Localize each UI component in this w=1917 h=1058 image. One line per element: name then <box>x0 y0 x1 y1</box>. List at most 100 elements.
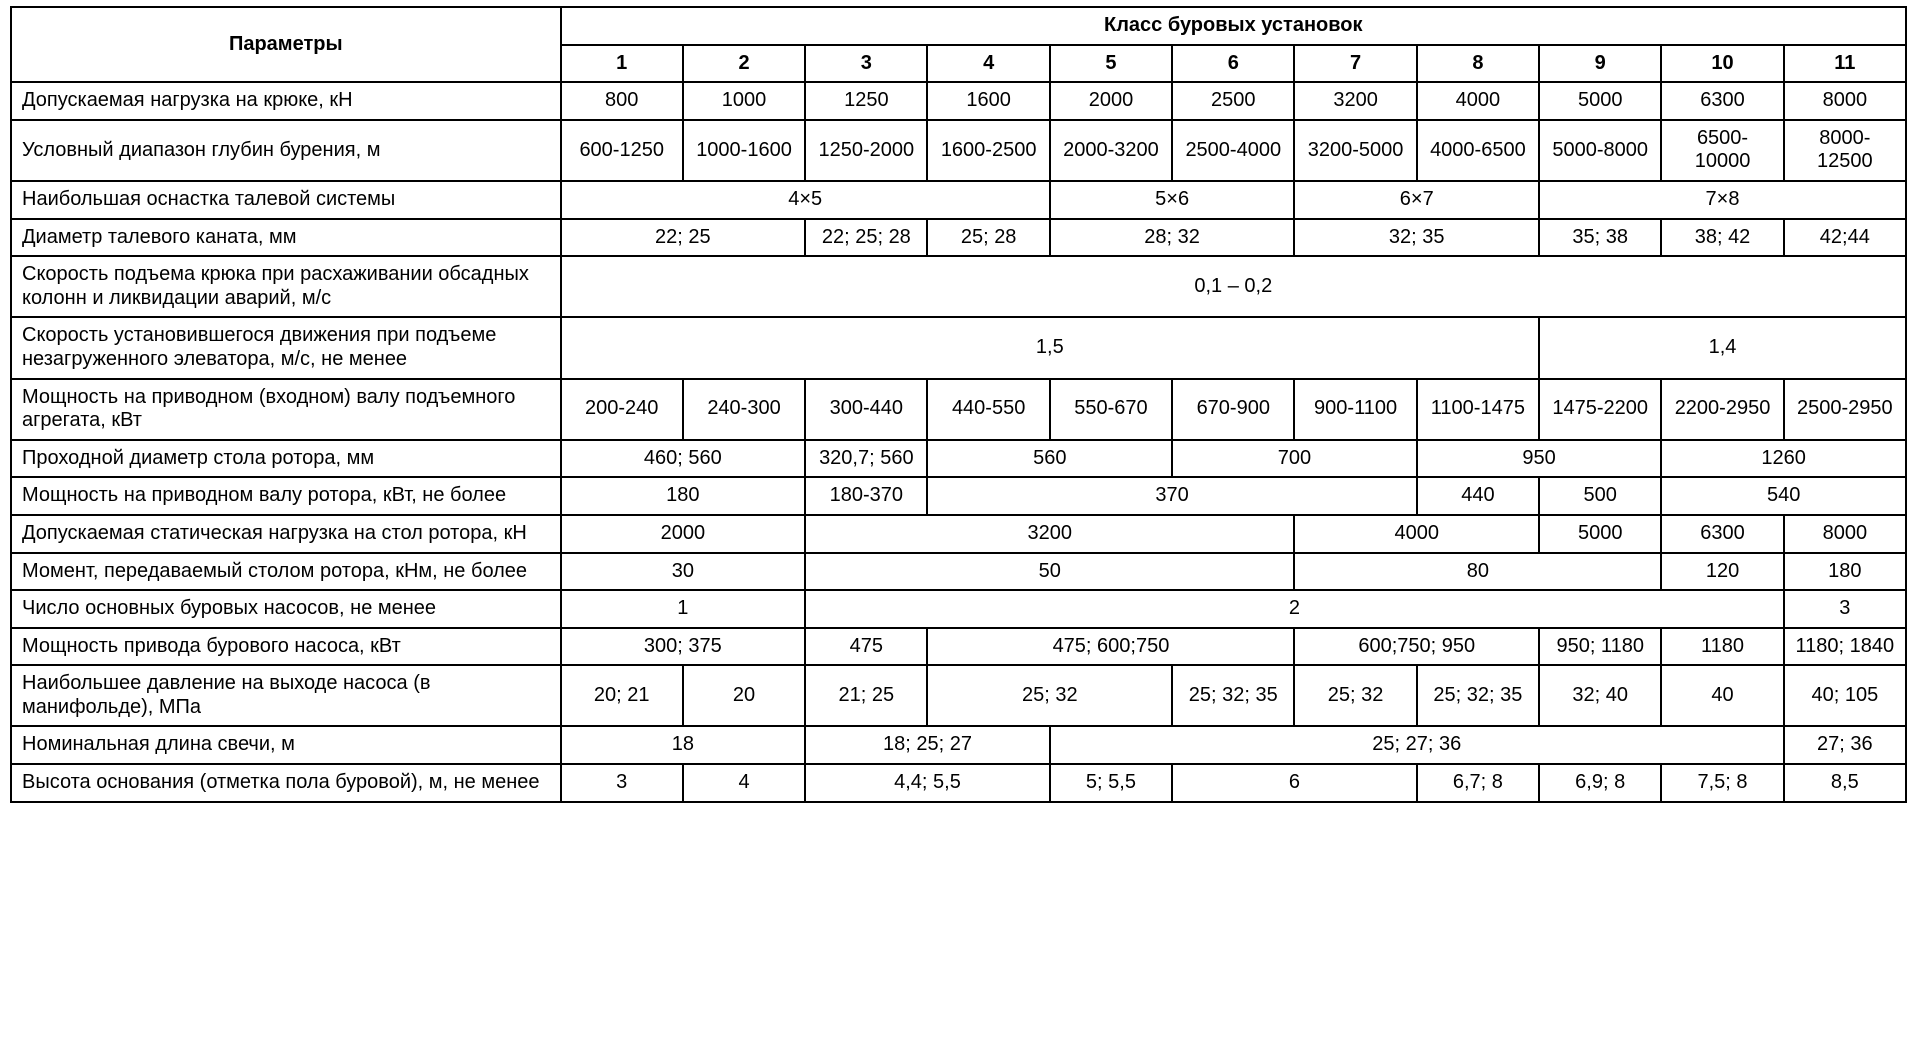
table-cell: 22; 25 <box>561 219 806 257</box>
table-cell: 440-550 <box>927 379 1049 440</box>
param-label: Наибольшее давление на выходе насоса (в … <box>11 665 561 726</box>
table-cell: 6,9; 8 <box>1539 764 1661 802</box>
table-cell: 1 <box>561 590 806 628</box>
class-header-3: 3 <box>805 45 927 83</box>
table-cell: 35; 38 <box>1539 219 1661 257</box>
table-row: Мощность привода бурового насоса, кВт300… <box>11 628 1906 666</box>
table-cell: 600;750; 950 <box>1294 628 1539 666</box>
table-cell: 475; 600;750 <box>927 628 1294 666</box>
table-row: Условный диапазон глубин бурения, м600-1… <box>11 120 1906 181</box>
table-cell: 25; 27; 36 <box>1050 726 1784 764</box>
param-label: Номинальная длина свечи, м <box>11 726 561 764</box>
parameters-column-header: Параметры <box>11 7 561 82</box>
table-cell: 1475-2200 <box>1539 379 1661 440</box>
table-cell: 800 <box>561 82 683 120</box>
table-row: Число основных буровых насосов, не менее… <box>11 590 1906 628</box>
drilling-rig-parameters-table: Параметры Класс буровых установок 123456… <box>10 6 1907 803</box>
table-cell: 540 <box>1661 477 1906 515</box>
table-row: Наибольшее давление на выходе насоса (в … <box>11 665 1906 726</box>
table-cell: 22; 25; 28 <box>805 219 927 257</box>
table-row: Диаметр талевого каната, мм22; 2522; 25;… <box>11 219 1906 257</box>
table-cell: 8000 <box>1784 515 1906 553</box>
table-cell: 3200 <box>1294 82 1416 120</box>
table-cell: 1000 <box>683 82 805 120</box>
table-cell: 40; 105 <box>1784 665 1906 726</box>
table-cell: 670-900 <box>1172 379 1294 440</box>
table-cell: 180 <box>1784 553 1906 591</box>
table-row: Момент, передаваемый столом ротора, кНм,… <box>11 553 1906 591</box>
param-label: Наибольшая оснастка талевой системы <box>11 181 561 219</box>
table-cell: 475 <box>805 628 927 666</box>
table-cell: 440 <box>1417 477 1539 515</box>
table-cell: 2200-2950 <box>1661 379 1783 440</box>
table-cell: 2000 <box>1050 82 1172 120</box>
table-cell: 240-300 <box>683 379 805 440</box>
table-cell: 7×8 <box>1539 181 1906 219</box>
class-header-5: 5 <box>1050 45 1172 83</box>
table-cell: 300; 375 <box>561 628 806 666</box>
table-cell: 4000-6500 <box>1417 120 1539 181</box>
table-cell: 4 <box>683 764 805 802</box>
table-cell: 2500-2950 <box>1784 379 1906 440</box>
class-header-2: 2 <box>683 45 805 83</box>
class-header-10: 10 <box>1661 45 1783 83</box>
table-row: Скорость установившегося движения при по… <box>11 317 1906 378</box>
param-label: Мощность на приводном (входном) валу под… <box>11 379 561 440</box>
table-cell: 3 <box>561 764 683 802</box>
table-cell: 1250 <box>805 82 927 120</box>
table-cell: 5000-8000 <box>1539 120 1661 181</box>
table-cell: 6,7; 8 <box>1417 764 1539 802</box>
param-label: Допускаемая статическая нагрузка на стол… <box>11 515 561 553</box>
table-cell: 1180; 1840 <box>1784 628 1906 666</box>
table-row: Допускаемая статическая нагрузка на стол… <box>11 515 1906 553</box>
table-row: Скорость подъема крюка при расхаживании … <box>11 256 1906 317</box>
table-row: Проходной диаметр стола ротора, мм460; 5… <box>11 440 1906 478</box>
table-row: Мощность на приводном валу ротора, кВт, … <box>11 477 1906 515</box>
class-header-11: 11 <box>1784 45 1906 83</box>
table-cell: 6300 <box>1661 515 1783 553</box>
table-cell: 7,5; 8 <box>1661 764 1783 802</box>
table-cell: 2000 <box>561 515 806 553</box>
table-cell: 50 <box>805 553 1294 591</box>
table-cell: 6300 <box>1661 82 1783 120</box>
table-cell: 5000 <box>1539 515 1661 553</box>
param-label: Скорость установившегося движения при по… <box>11 317 561 378</box>
table-row: Высота основания (отметка пола буровой),… <box>11 764 1906 802</box>
table-cell: 42;44 <box>1784 219 1906 257</box>
table-cell: 4,4; 5,5 <box>805 764 1050 802</box>
table-cell: 6 <box>1172 764 1417 802</box>
table-cell: 8000-12500 <box>1784 120 1906 181</box>
table-cell: 25; 28 <box>927 219 1049 257</box>
table-cell: 28; 32 <box>1050 219 1295 257</box>
table-cell: 600-1250 <box>561 120 683 181</box>
table-cell: 1600-2500 <box>927 120 1049 181</box>
table-cell: 550-670 <box>1050 379 1172 440</box>
table-header-row-1: Параметры Класс буровых установок <box>11 7 1906 45</box>
table-cell: 950; 1180 <box>1539 628 1661 666</box>
table-cell: 1,4 <box>1539 317 1906 378</box>
table-row: Допускаемая нагрузка на крюке, кН8001000… <box>11 82 1906 120</box>
table-cell: 2 <box>805 590 1784 628</box>
table-cell: 6×7 <box>1294 181 1539 219</box>
table-cell: 2500-4000 <box>1172 120 1294 181</box>
table-cell: 6500-10000 <box>1661 120 1783 181</box>
class-group-header: Класс буровых установок <box>561 7 1906 45</box>
table-cell: 3 <box>1784 590 1906 628</box>
table-cell: 5000 <box>1539 82 1661 120</box>
table-cell: 2500 <box>1172 82 1294 120</box>
table-cell: 3200-5000 <box>1294 120 1416 181</box>
class-header-4: 4 <box>927 45 1049 83</box>
table-cell: 560 <box>927 440 1172 478</box>
table-cell: 700 <box>1172 440 1417 478</box>
table-cell: 80 <box>1294 553 1661 591</box>
table-cell: 38; 42 <box>1661 219 1783 257</box>
table-cell: 1600 <box>927 82 1049 120</box>
table-cell: 21; 25 <box>805 665 927 726</box>
table-cell: 2000-3200 <box>1050 120 1172 181</box>
param-label: Мощность привода бурового насоса, кВт <box>11 628 561 666</box>
param-label: Момент, передаваемый столом ротора, кНм,… <box>11 553 561 591</box>
table-cell: 32; 35 <box>1294 219 1539 257</box>
table-cell: 5×6 <box>1050 181 1295 219</box>
table-cell: 200-240 <box>561 379 683 440</box>
table-cell: 32; 40 <box>1539 665 1661 726</box>
